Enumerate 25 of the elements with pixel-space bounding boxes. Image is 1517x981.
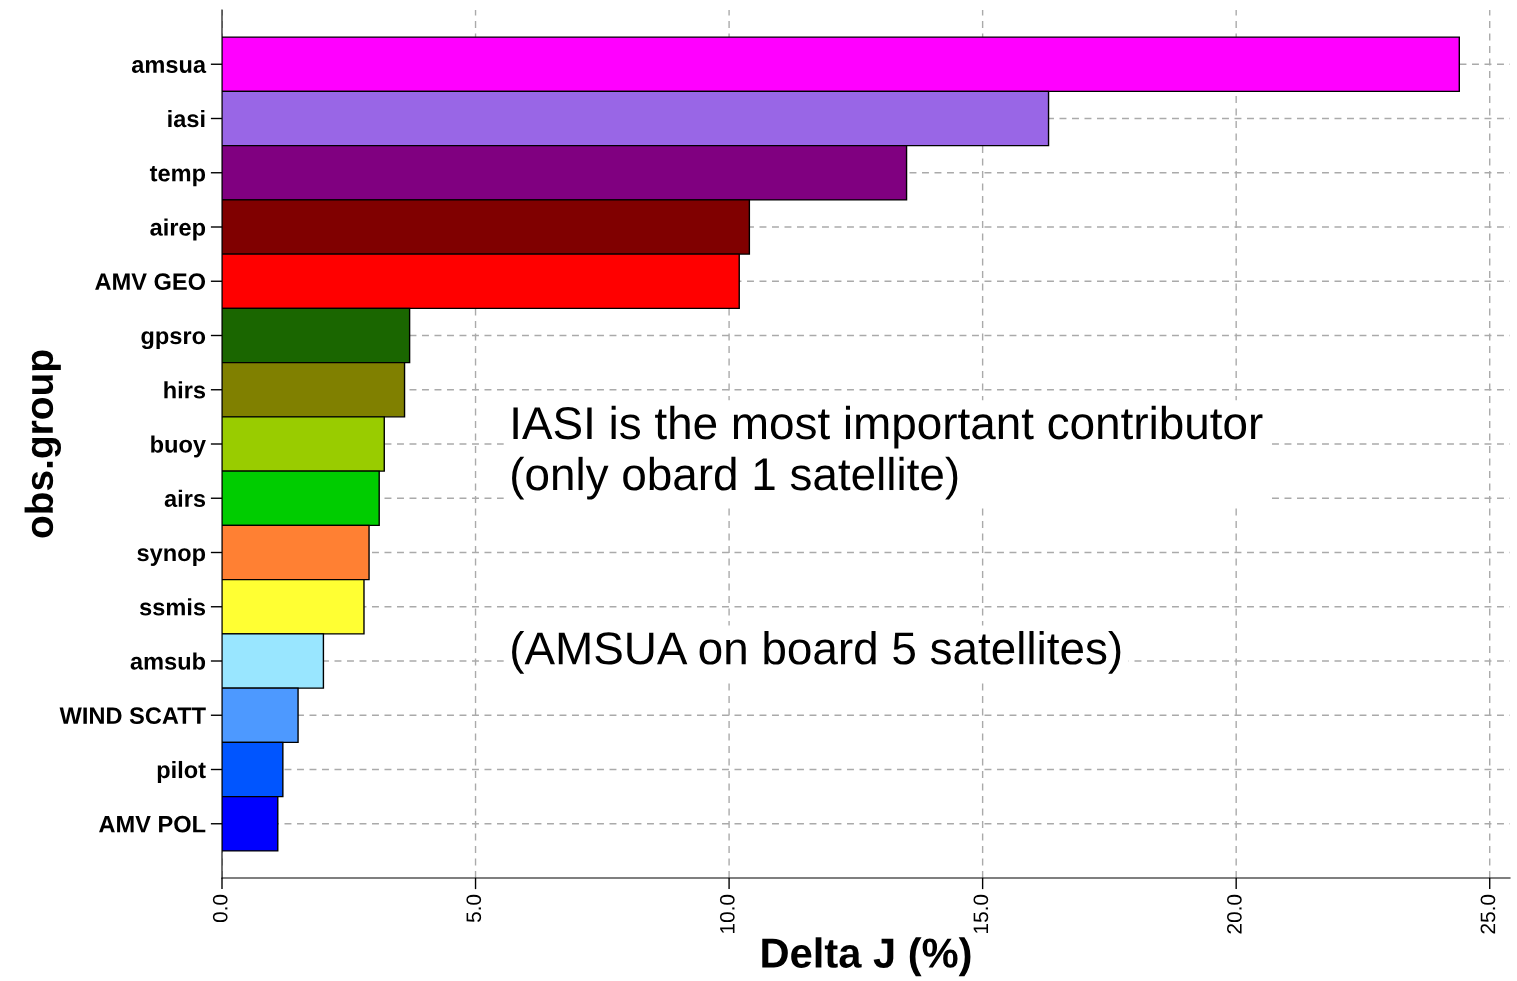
y-tick-label: hirs bbox=[164, 381, 206, 399]
x-tick-label: 15.0 bbox=[973, 894, 989, 933]
y-tick-label: pilot bbox=[157, 760, 206, 783]
y-tick-label: amsua bbox=[131, 60, 207, 74]
x-axis-title: Delta J (%) bbox=[762, 937, 971, 977]
annotation: IASI is the most important contributor (only obard 1 satellite) bbox=[512, 405, 1263, 500]
y-tick-label: iasi bbox=[168, 109, 205, 128]
x-tick-label: 5.0 bbox=[466, 894, 482, 923]
x-tick-label: 20.0 bbox=[1227, 894, 1242, 934]
x-tick-label: 10.0 bbox=[719, 894, 735, 933]
y-tick-label: temp bbox=[149, 165, 206, 187]
y-axis-title: obs.group bbox=[24, 350, 61, 538]
y-tick-label: WIND SCATT bbox=[59, 707, 206, 725]
y-tick-label: airs bbox=[164, 489, 206, 508]
y-tick-label: AMV GEO bbox=[95, 273, 206, 291]
y-tick-label: amsub bbox=[130, 652, 206, 670]
x-tick-label: 25.0 bbox=[1480, 894, 1496, 934]
y-tick-label: synop bbox=[137, 548, 206, 566]
y-tick-label: gpsro bbox=[141, 331, 206, 350]
y-tick-label: ssmis bbox=[139, 598, 206, 616]
y-tick-label: AMV POL bbox=[99, 815, 206, 833]
x-tick-label: 0.0 bbox=[212, 894, 228, 923]
y-tick-label: buoy bbox=[151, 435, 206, 458]
annotation: (AMSUA on board 5 satellites) bbox=[512, 630, 1121, 674]
y-tick-label: airep bbox=[150, 218, 206, 241]
